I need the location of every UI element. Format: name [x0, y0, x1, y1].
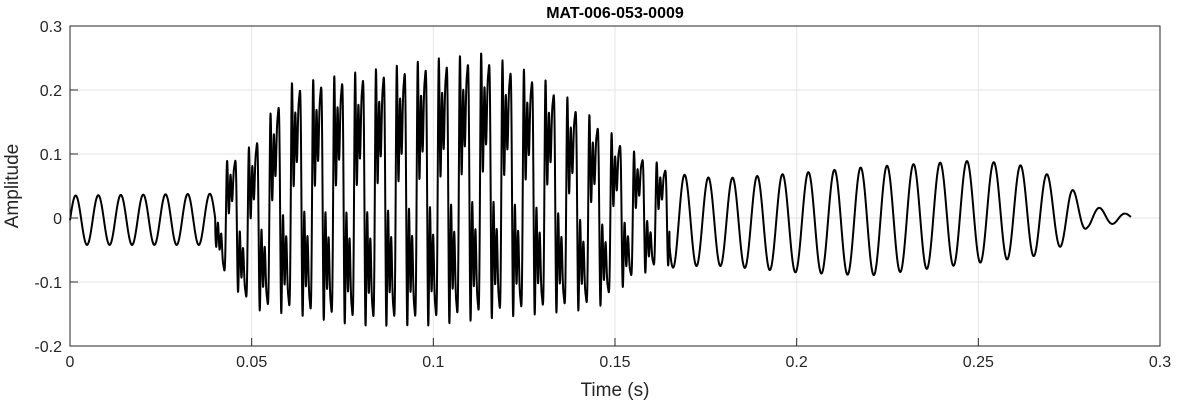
x-tick-label: 0.2 [786, 354, 808, 371]
x-tick-label: 0.25 [963, 354, 994, 371]
y-tick-label: 0.2 [40, 83, 62, 100]
x-tick-label: 0.05 [236, 354, 267, 371]
x-tick-label: 0.1 [422, 354, 444, 371]
y-axis: -0.2 -0.1 0 0.1 0.2 0.3 [34, 19, 78, 356]
y-tick-label: -0.2 [34, 339, 62, 356]
x-tick-label: 0 [66, 354, 75, 371]
y-tick-label: 0.3 [40, 19, 62, 36]
y-tick-label: 0 [53, 211, 62, 228]
y-tick-label: 0.1 [40, 147, 62, 164]
x-tick-label: 0.3 [1149, 354, 1171, 371]
y-axis-label: Amplitude [2, 144, 23, 229]
x-axis-label: Time (s) [581, 380, 650, 401]
chart-title: MAT-006-053-0009 [546, 5, 684, 22]
y-tick-label: -0.1 [34, 275, 62, 292]
waveform-line [69, 52, 1132, 327]
x-axis: 0 0.05 0.1 0.15 0.2 0.25 0.3 [66, 338, 1171, 371]
x-tick-label: 0.15 [599, 354, 630, 371]
